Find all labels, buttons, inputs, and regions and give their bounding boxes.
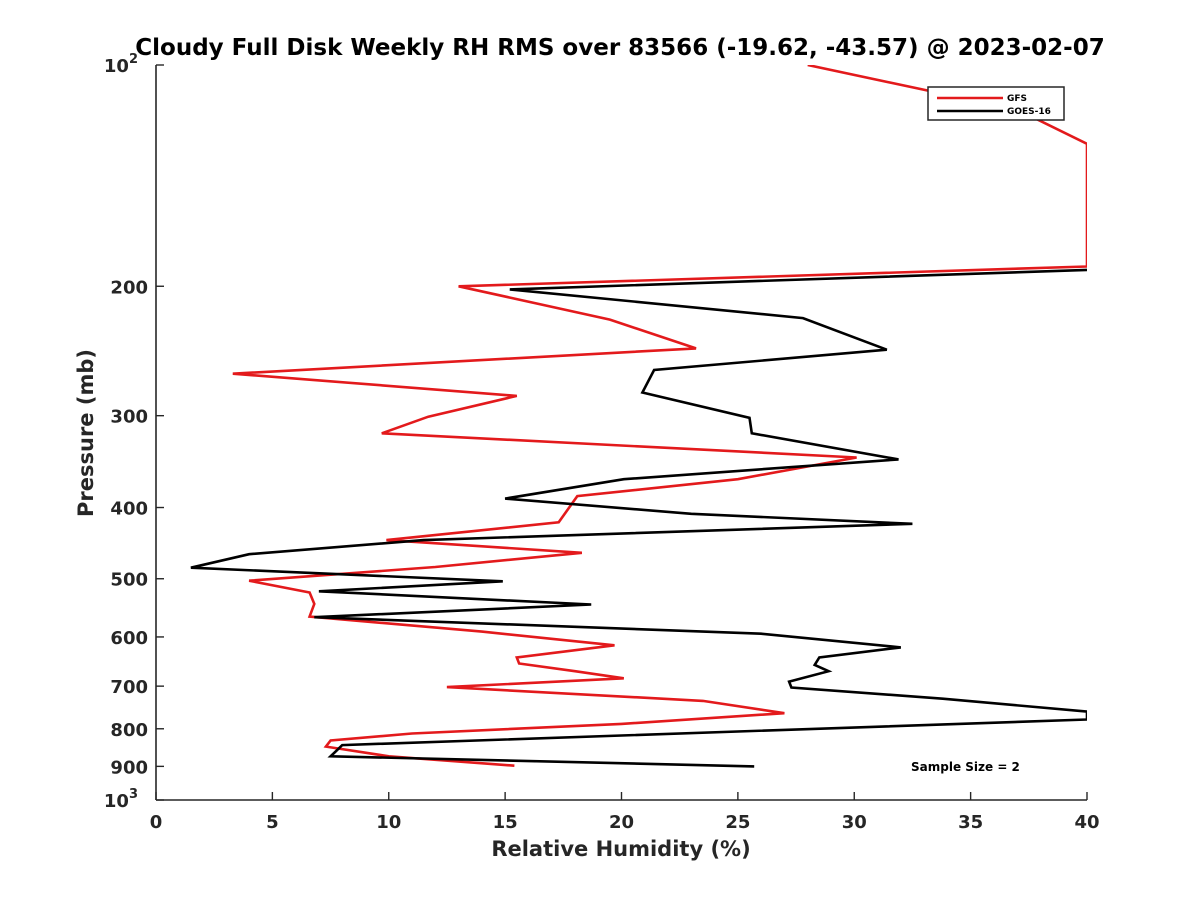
x-tick-label: 25 [725,812,750,833]
y-tick-label: 600 [110,628,148,649]
y-tick-label: 700 [110,677,148,698]
x-tick-label: 15 [493,812,518,833]
y-axis-label: Pressure (mb) [74,349,98,517]
y-tick-label: 900 [110,757,148,778]
x-axis-label: Relative Humidity (%) [491,837,750,861]
sample-size-annotation: Sample Size = 2 [911,760,1020,774]
x-tick-label: 30 [842,812,867,833]
x-ticks: 0 5 10 15 20 25 30 35 40 [150,792,1100,833]
y-tick-label: 103 [104,787,138,812]
x-tick-label: 40 [1074,812,1099,833]
x-tick-label: 5 [266,812,279,833]
series-line-goes-16 [190,268,1087,768]
legend: GFS GOES-16 [927,86,1065,121]
legend-label: GOES-16 [1007,107,1051,117]
series-line-gfs [232,65,1087,767]
y-tick-label: 400 [110,499,148,520]
y-tick-label: 300 [110,407,148,428]
x-tick-label: 10 [376,812,401,833]
y-ticks: 102 200 300 400 500 600 700 800 900 103 [104,52,164,812]
y-tick-label: 500 [110,570,148,591]
x-tick-label: 35 [958,812,983,833]
y-tick-label: 800 [110,720,148,741]
legend-box [927,86,1065,121]
x-tick-label: 0 [150,812,163,833]
y-tick-label: 102 [104,52,138,77]
series-layer [190,65,1087,768]
legend-items: GFS GOES-16 [937,94,1051,117]
y-tick-label: 200 [110,277,148,298]
x-tick-label: 20 [609,812,634,833]
legend-label: GFS [1007,94,1027,104]
chart-title: Cloudy Full Disk Weekly RH RMS over 8356… [135,35,1104,61]
